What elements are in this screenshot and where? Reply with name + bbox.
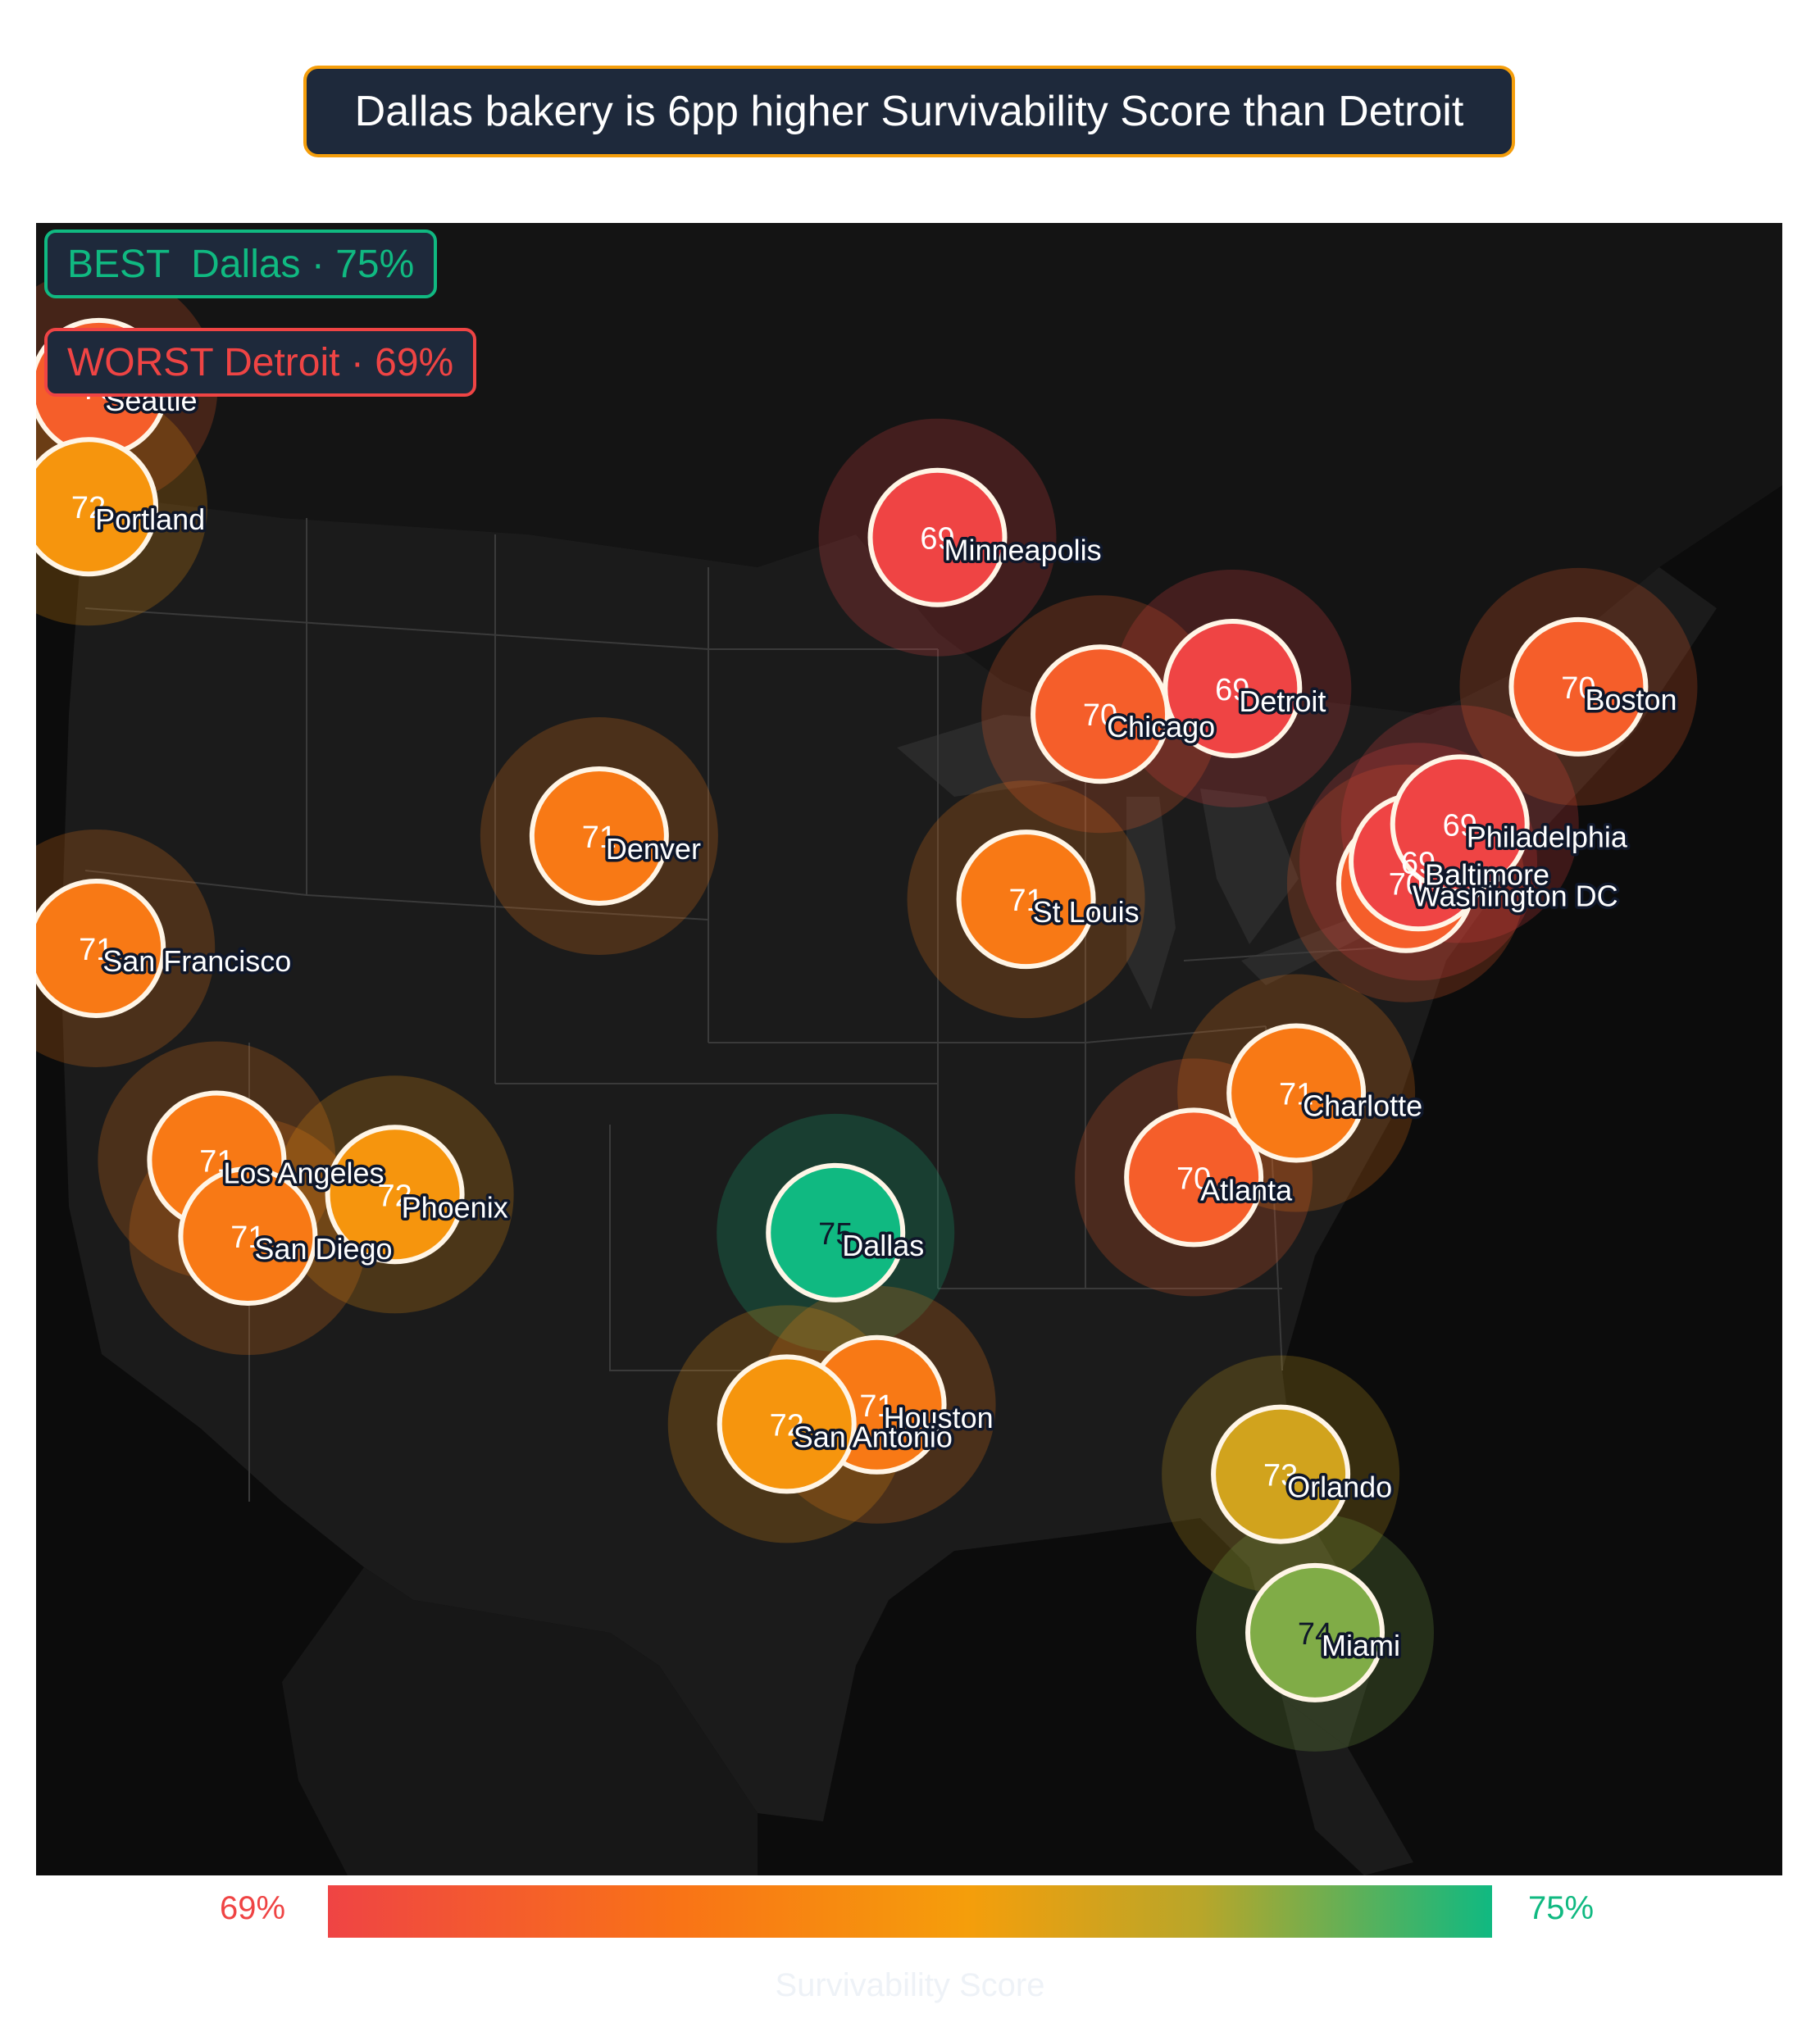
city-label-atlanta: Atlanta: [1200, 1173, 1293, 1207]
city-label-chicago: Chicago: [1107, 710, 1215, 743]
marker-atlanta[interactable]: [1124, 1107, 1264, 1248]
city-label-san-diego: San Diego: [254, 1232, 392, 1266]
city-label-washington-dc: Washington DC: [1413, 880, 1618, 913]
value-label-phoenix: 72: [377, 1179, 412, 1213]
map-panel[interactable]: 70Seattle72Portland71San Francisco71Los …: [36, 223, 1782, 1875]
marker-st-louis[interactable]: [956, 830, 1096, 970]
value-label-charlotte: 71: [1279, 1078, 1313, 1112]
value-label-detroit: 69: [1215, 673, 1249, 707]
city-label-phoenix: Phoenix: [402, 1190, 508, 1224]
marker-charlotte[interactable]: [1226, 1023, 1367, 1163]
city-label-detroit: Detroit: [1239, 684, 1326, 718]
city-label-st-louis: St Louis: [1033, 895, 1140, 929]
value-label-baltimore: 69: [1401, 846, 1436, 880]
city-label-houston: Houston: [884, 1401, 994, 1434]
city-label-san-antonio: San Antonio: [794, 1420, 953, 1453]
headline: Dallas bakery is 6pp higher Survivabilit…: [303, 66, 1515, 157]
value-label-dallas: 75: [818, 1217, 853, 1252]
city-label-los-angeles: Los Angeles: [223, 1157, 384, 1190]
marker-san-diego[interactable]: [178, 1166, 318, 1307]
colorbar-max-label: 75%: [1528, 1890, 1595, 1926]
value-label-st-louis: 71: [1008, 884, 1043, 918]
value-label-atlanta: 70: [1176, 1161, 1211, 1196]
city-label-miami: Miami: [1322, 1629, 1400, 1662]
value-label-san-antonio: 72: [770, 1408, 804, 1443]
city-label-dallas: Dallas: [842, 1229, 924, 1262]
value-label-washington-dc: 70: [1389, 868, 1423, 902]
lake-huron: [1200, 789, 1299, 944]
colorbar-title: Survivability Score: [775, 1967, 1045, 2003]
marker-portland[interactable]: [36, 437, 159, 577]
value-label-portland: 72: [71, 491, 106, 525]
marker-denver[interactable]: [529, 766, 669, 907]
best-city-badge: BEST Dallas · 75%: [44, 230, 438, 298]
value-label-houston: 71: [859, 1389, 894, 1424]
city-label-philadelphia: Philadelphia: [1467, 820, 1628, 853]
mexico-land: [282, 1567, 758, 1875]
marker-phoenix[interactable]: [325, 1125, 465, 1265]
value-label-boston: 70: [1561, 671, 1595, 706]
value-label-san-francisco: 71: [79, 933, 113, 967]
value-label-chicago: 70: [1083, 698, 1117, 733]
label-layer: 70Seattle72Portland71San Francisco71Los …: [71, 372, 1680, 1665]
worst-city-badge: WORST Detroit · 69%: [44, 328, 477, 397]
usa-land: [61, 493, 1717, 1821]
marker-san-antonio[interactable]: [717, 1354, 857, 1494]
value-label-san-diego: 71: [230, 1221, 265, 1255]
marker-orlando[interactable]: [1211, 1404, 1351, 1544]
value-label-denver: 71: [582, 820, 617, 855]
city-label-orlando: Orlando: [1287, 1471, 1392, 1504]
marker-boston[interactable]: [1508, 616, 1649, 757]
city-label-san-francisco: San Francisco: [102, 944, 291, 978]
value-label-los-angeles: 71: [199, 1145, 234, 1180]
marker-minneapolis[interactable]: [867, 467, 1008, 607]
marker-layer[interactable]: [36, 317, 1649, 1702]
map-canvas[interactable]: 70Seattle72Portland71San Francisco71Los …: [36, 223, 1782, 1875]
marker-dallas[interactable]: [766, 1162, 906, 1302]
city-label-portland: Portland: [95, 502, 205, 536]
marker-san-francisco[interactable]: [36, 878, 166, 1018]
value-label-philadelphia: 69: [1443, 808, 1477, 843]
colorbar: [328, 1885, 1492, 1938]
value-label-miami: 74: [1298, 1617, 1332, 1652]
florida-land: [1282, 1698, 1413, 1875]
city-label-boston: Boston: [1585, 683, 1677, 716]
lake-michigan: [1126, 797, 1176, 1010]
city-label-charlotte: Charlotte: [1303, 1089, 1422, 1123]
marker-miami[interactable]: [1245, 1562, 1385, 1702]
marker-philadelphia[interactable]: [1390, 754, 1530, 894]
marker-chicago[interactable]: [1031, 644, 1171, 784]
colorbar-min-label: 69%: [220, 1890, 286, 1926]
city-label-denver: Denver: [606, 832, 701, 866]
value-label-minneapolis: 69: [920, 522, 954, 557]
city-label-baltimore: Baltimore: [1425, 857, 1549, 891]
marker-detroit[interactable]: [1163, 618, 1303, 758]
city-label-minneapolis: Minneapolis: [944, 534, 1102, 567]
value-label-orlando: 73: [1263, 1459, 1298, 1493]
